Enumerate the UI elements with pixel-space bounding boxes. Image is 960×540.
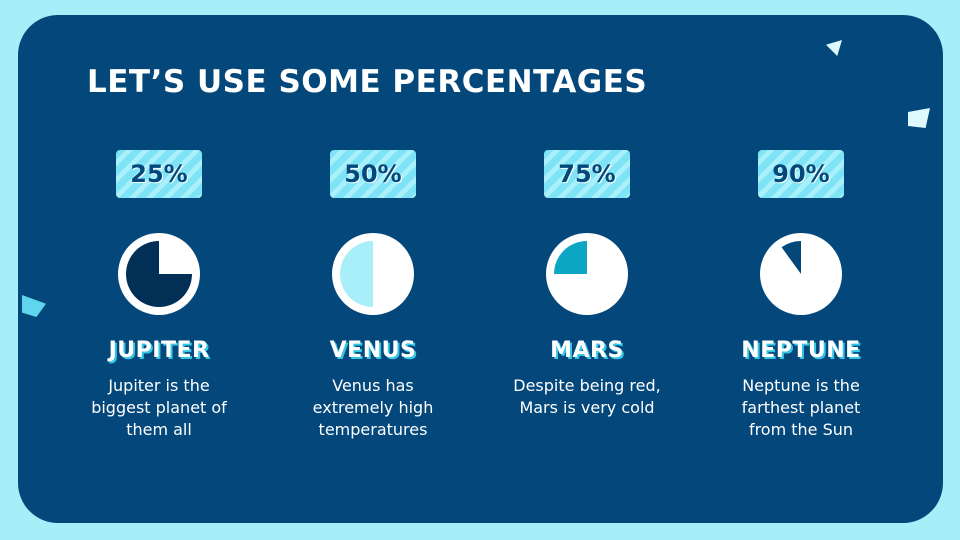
planet-description: Despite being red, Mars is very cold <box>513 376 661 417</box>
stat-card-venus: 50% VENUS Venus has extremely high tempe… <box>266 150 480 441</box>
percent-badge: 75% <box>544 150 630 198</box>
pie-slice <box>126 241 192 307</box>
pie-slice <box>781 241 801 274</box>
pie-slice <box>554 241 587 274</box>
stat-card-mars: 75% MARS Despite being red, Mars is very… <box>480 150 694 419</box>
percent-badge: 90% <box>758 150 844 198</box>
percent-badge: 50% <box>330 150 416 198</box>
planet-name: JUPITER <box>108 338 210 363</box>
planet-name: MARS <box>550 338 624 363</box>
stat-card-neptune: 90% NEPTUNE Neptune is the farthest plan… <box>694 150 908 441</box>
pie-chart <box>546 233 628 315</box>
page-title: LET’S USE SOME PERCENTAGES <box>87 64 648 100</box>
pie-chart <box>332 233 414 315</box>
stat-card-jupiter: 25% JUPITER Jupiter is the biggest plane… <box>52 150 266 441</box>
ice-shard-decoration <box>908 108 930 128</box>
planet-name: NEPTUNE <box>741 338 861 363</box>
planet-name: VENUS <box>329 338 417 363</box>
planet-description: Venus has extremely high temperatures <box>312 376 434 439</box>
planet-description: Jupiter is the biggest planet of them al… <box>91 376 227 439</box>
planet-description: Neptune is the farthest planet from the … <box>741 376 861 439</box>
pie-chart <box>118 233 200 315</box>
pie-chart <box>760 233 842 315</box>
pie-slice <box>340 241 373 307</box>
percent-badge: 25% <box>116 150 202 198</box>
